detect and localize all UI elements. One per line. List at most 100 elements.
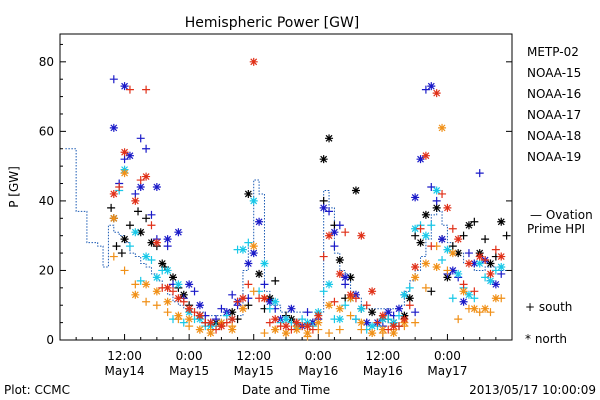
point-north: [454, 249, 463, 258]
point-south: [112, 242, 121, 251]
point-north: [470, 304, 479, 313]
point-south: [357, 325, 366, 334]
point-north: [438, 123, 447, 132]
point-north: [142, 252, 151, 261]
point-north: [238, 294, 247, 303]
point-south: [308, 325, 317, 334]
point-south: [147, 210, 156, 219]
point-south: [427, 221, 436, 230]
point-south: [475, 169, 484, 178]
point-north: [459, 297, 468, 306]
point-north: [163, 283, 172, 292]
point-north: [330, 228, 339, 237]
point-north: [282, 329, 290, 338]
point-north: [255, 217, 264, 226]
point-north: [421, 151, 430, 160]
point-south: [427, 287, 436, 296]
point-north: [378, 325, 387, 334]
ovation-step-path: [65, 148, 507, 320]
point-north: [432, 186, 441, 195]
point-south: [497, 269, 506, 278]
point-north: [217, 322, 226, 331]
point-north: [346, 290, 355, 299]
point-north: [491, 294, 500, 303]
point-south: [438, 189, 447, 198]
point-south: [190, 287, 199, 296]
point-south: [115, 183, 124, 191]
point-south: [260, 280, 269, 289]
point-south: [131, 280, 140, 289]
point-north: [486, 276, 495, 285]
point-north: [131, 228, 140, 237]
point-north: [357, 318, 366, 327]
point-south: [341, 301, 350, 310]
point-south: [212, 325, 221, 334]
point-south: [464, 249, 473, 258]
point-south: [190, 308, 199, 317]
point-north: [282, 315, 290, 324]
x-tick-label-time: 0:00: [305, 349, 332, 363]
legend-entry: NOAA-19: [527, 150, 581, 164]
point-north: [303, 322, 312, 331]
point-north: [185, 304, 194, 313]
point-south: [265, 318, 274, 327]
point-north: [120, 82, 129, 91]
point-south: [491, 266, 500, 275]
point-south: [120, 266, 129, 275]
point-south: [448, 224, 457, 233]
point-north: [136, 183, 145, 191]
point-south: [341, 228, 350, 237]
point-north: [249, 249, 258, 258]
point-south: [134, 207, 143, 216]
point-south: [163, 308, 172, 317]
point-north: [174, 228, 183, 237]
point-north: [303, 329, 312, 338]
point-north: [314, 311, 323, 320]
point-north: [206, 329, 215, 338]
point-north: [481, 304, 490, 313]
point-north: [136, 228, 145, 237]
point-north: [416, 238, 425, 247]
point-south: [411, 231, 420, 240]
point-south: [373, 318, 382, 327]
marker-key-south: + south: [525, 300, 572, 314]
point-north: [292, 318, 301, 327]
point-north: [454, 235, 463, 244]
point-north: [454, 269, 463, 278]
point-north: [163, 266, 172, 275]
point-south: [448, 242, 457, 251]
point-north: [341, 273, 350, 282]
point-north: [470, 259, 479, 268]
point-south: [233, 297, 242, 306]
point-north: [448, 249, 457, 258]
point-north: [325, 231, 334, 240]
point-north: [260, 294, 269, 303]
point-north: [265, 297, 274, 306]
point-south: [287, 325, 296, 334]
point-north: [389, 329, 398, 338]
point-south: [448, 294, 457, 303]
point-south: [330, 242, 339, 251]
point-south: [147, 256, 156, 265]
point-south: [303, 308, 312, 317]
point-north: [120, 148, 129, 157]
point-north: [319, 203, 328, 212]
point-north: [195, 325, 204, 334]
point-north: [368, 308, 377, 317]
point-north: [421, 210, 430, 219]
y-tick-label: 0: [46, 333, 54, 347]
point-south: [346, 311, 355, 320]
point-south: [405, 283, 414, 292]
point-south: [244, 280, 253, 289]
point-south: [142, 214, 151, 223]
point-south: [136, 176, 145, 185]
point-north: [497, 252, 506, 261]
ovation-prime-hpi-line: [65, 148, 507, 320]
point-north: [497, 217, 506, 226]
point-north: [486, 259, 495, 268]
point-north: [497, 262, 506, 271]
point-north: [411, 193, 420, 202]
point-south: [120, 155, 129, 164]
point-north: [411, 273, 420, 282]
point-south: [384, 325, 393, 334]
